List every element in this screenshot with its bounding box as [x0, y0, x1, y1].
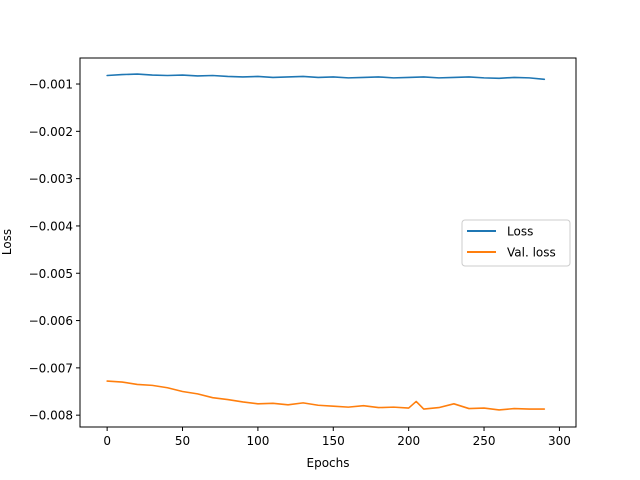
- y-tick-label: −0.002: [29, 125, 73, 139]
- legend-label-val-loss: Val. loss: [507, 246, 556, 260]
- y-tick-label: −0.003: [29, 172, 73, 186]
- y-tick-label: −0.007: [29, 361, 73, 375]
- x-tick-label: 150: [322, 434, 345, 448]
- y-tick-label: −0.006: [29, 314, 73, 328]
- y-tick-label: −0.004: [29, 219, 73, 233]
- x-tick-label: 250: [473, 434, 496, 448]
- y-tick-label: −0.008: [29, 409, 73, 423]
- legend-label-loss: Loss: [507, 225, 533, 239]
- x-axis-label: Epochs: [307, 456, 350, 470]
- x-tick-label: 200: [397, 434, 420, 448]
- series-line-loss: [106, 73, 546, 81]
- x-tick-label: 300: [548, 434, 571, 448]
- x-axis: 0 50 100 150 200 250 300: [103, 427, 571, 448]
- y-axis: −0.008 −0.007 −0.006 −0.005 −0.004 −0.003 −0.0…: [29, 78, 80, 423]
- x-tick-label: 0: [103, 434, 111, 448]
- x-tick-label: 50: [175, 434, 190, 448]
- y-axis-label: Loss: [0, 229, 14, 255]
- y-tick-label: −0.005: [29, 267, 73, 281]
- x-tick-label: 100: [246, 434, 269, 448]
- plot-frame: [79, 57, 577, 428]
- series-layer: [106, 73, 546, 411]
- series-line-val-loss: [106, 380, 546, 411]
- legend: Loss Val. loss: [461, 219, 571, 267]
- y-tick-label: −0.001: [29, 78, 73, 92]
